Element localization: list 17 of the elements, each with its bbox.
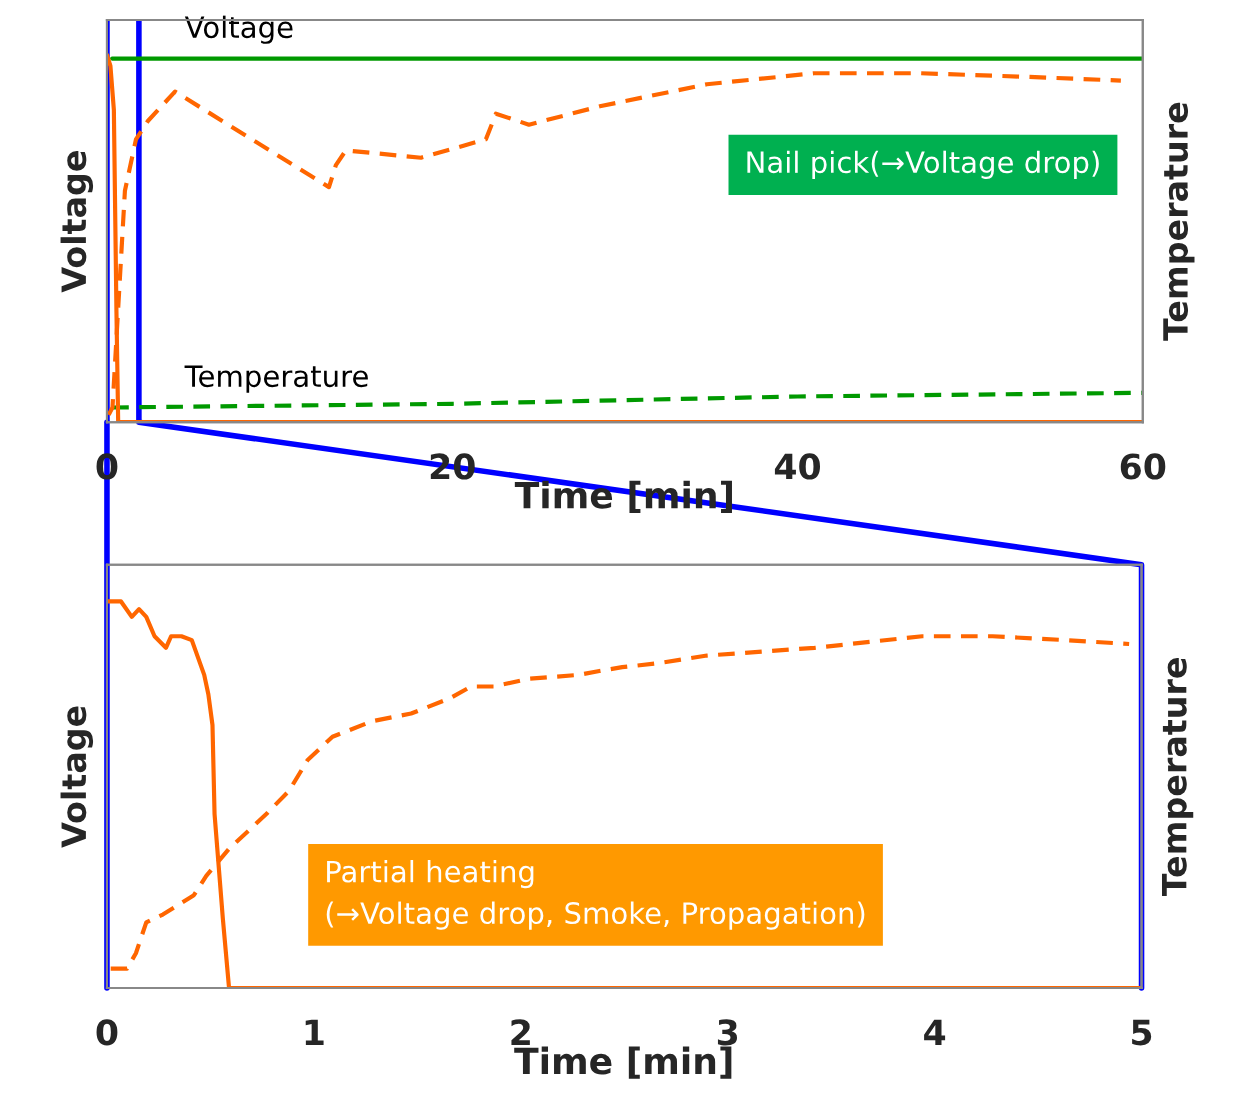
x-tick-label: 5: [1132, 1019, 1152, 1046]
y-axis-title: Voltage: [60, 151, 94, 293]
x-axis-title: Time [min]: [514, 1046, 732, 1079]
x-tick-label: 3: [717, 1019, 738, 1046]
x-tick-label: 1: [305, 1019, 324, 1045]
x-tick-label: 60: [1120, 453, 1166, 480]
y2-axis-title: Temperature: [1163, 102, 1195, 341]
series-label: Voltage: [184, 15, 293, 44]
x-tick-label: 4: [924, 1019, 946, 1045]
y2-axis-title: Temperature: [1162, 658, 1194, 897]
annotation: Nail pick(→Voltage drop): [747, 150, 1099, 179]
x-tick-label: 0: [96, 1019, 118, 1046]
y-axis-title: Voltage: [60, 706, 94, 848]
x-tick-label: 2: [511, 1019, 530, 1045]
x-tick-label: 40: [774, 453, 821, 480]
annotation: Partial heating (→Voltage drop, Smoke, Propagation): [326, 860, 865, 930]
series-label: Temperature: [184, 365, 368, 393]
